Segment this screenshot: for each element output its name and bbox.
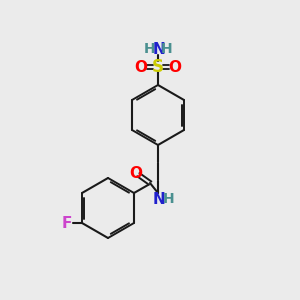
Text: S: S — [152, 58, 164, 76]
Text: H: H — [163, 192, 175, 206]
Text: N: N — [153, 41, 165, 56]
Text: O: O — [130, 166, 142, 181]
Text: F: F — [62, 215, 72, 230]
Text: N: N — [153, 191, 165, 206]
Text: H: H — [161, 42, 173, 56]
Text: O: O — [169, 59, 182, 74]
Text: H: H — [144, 42, 156, 56]
Text: O: O — [134, 59, 148, 74]
